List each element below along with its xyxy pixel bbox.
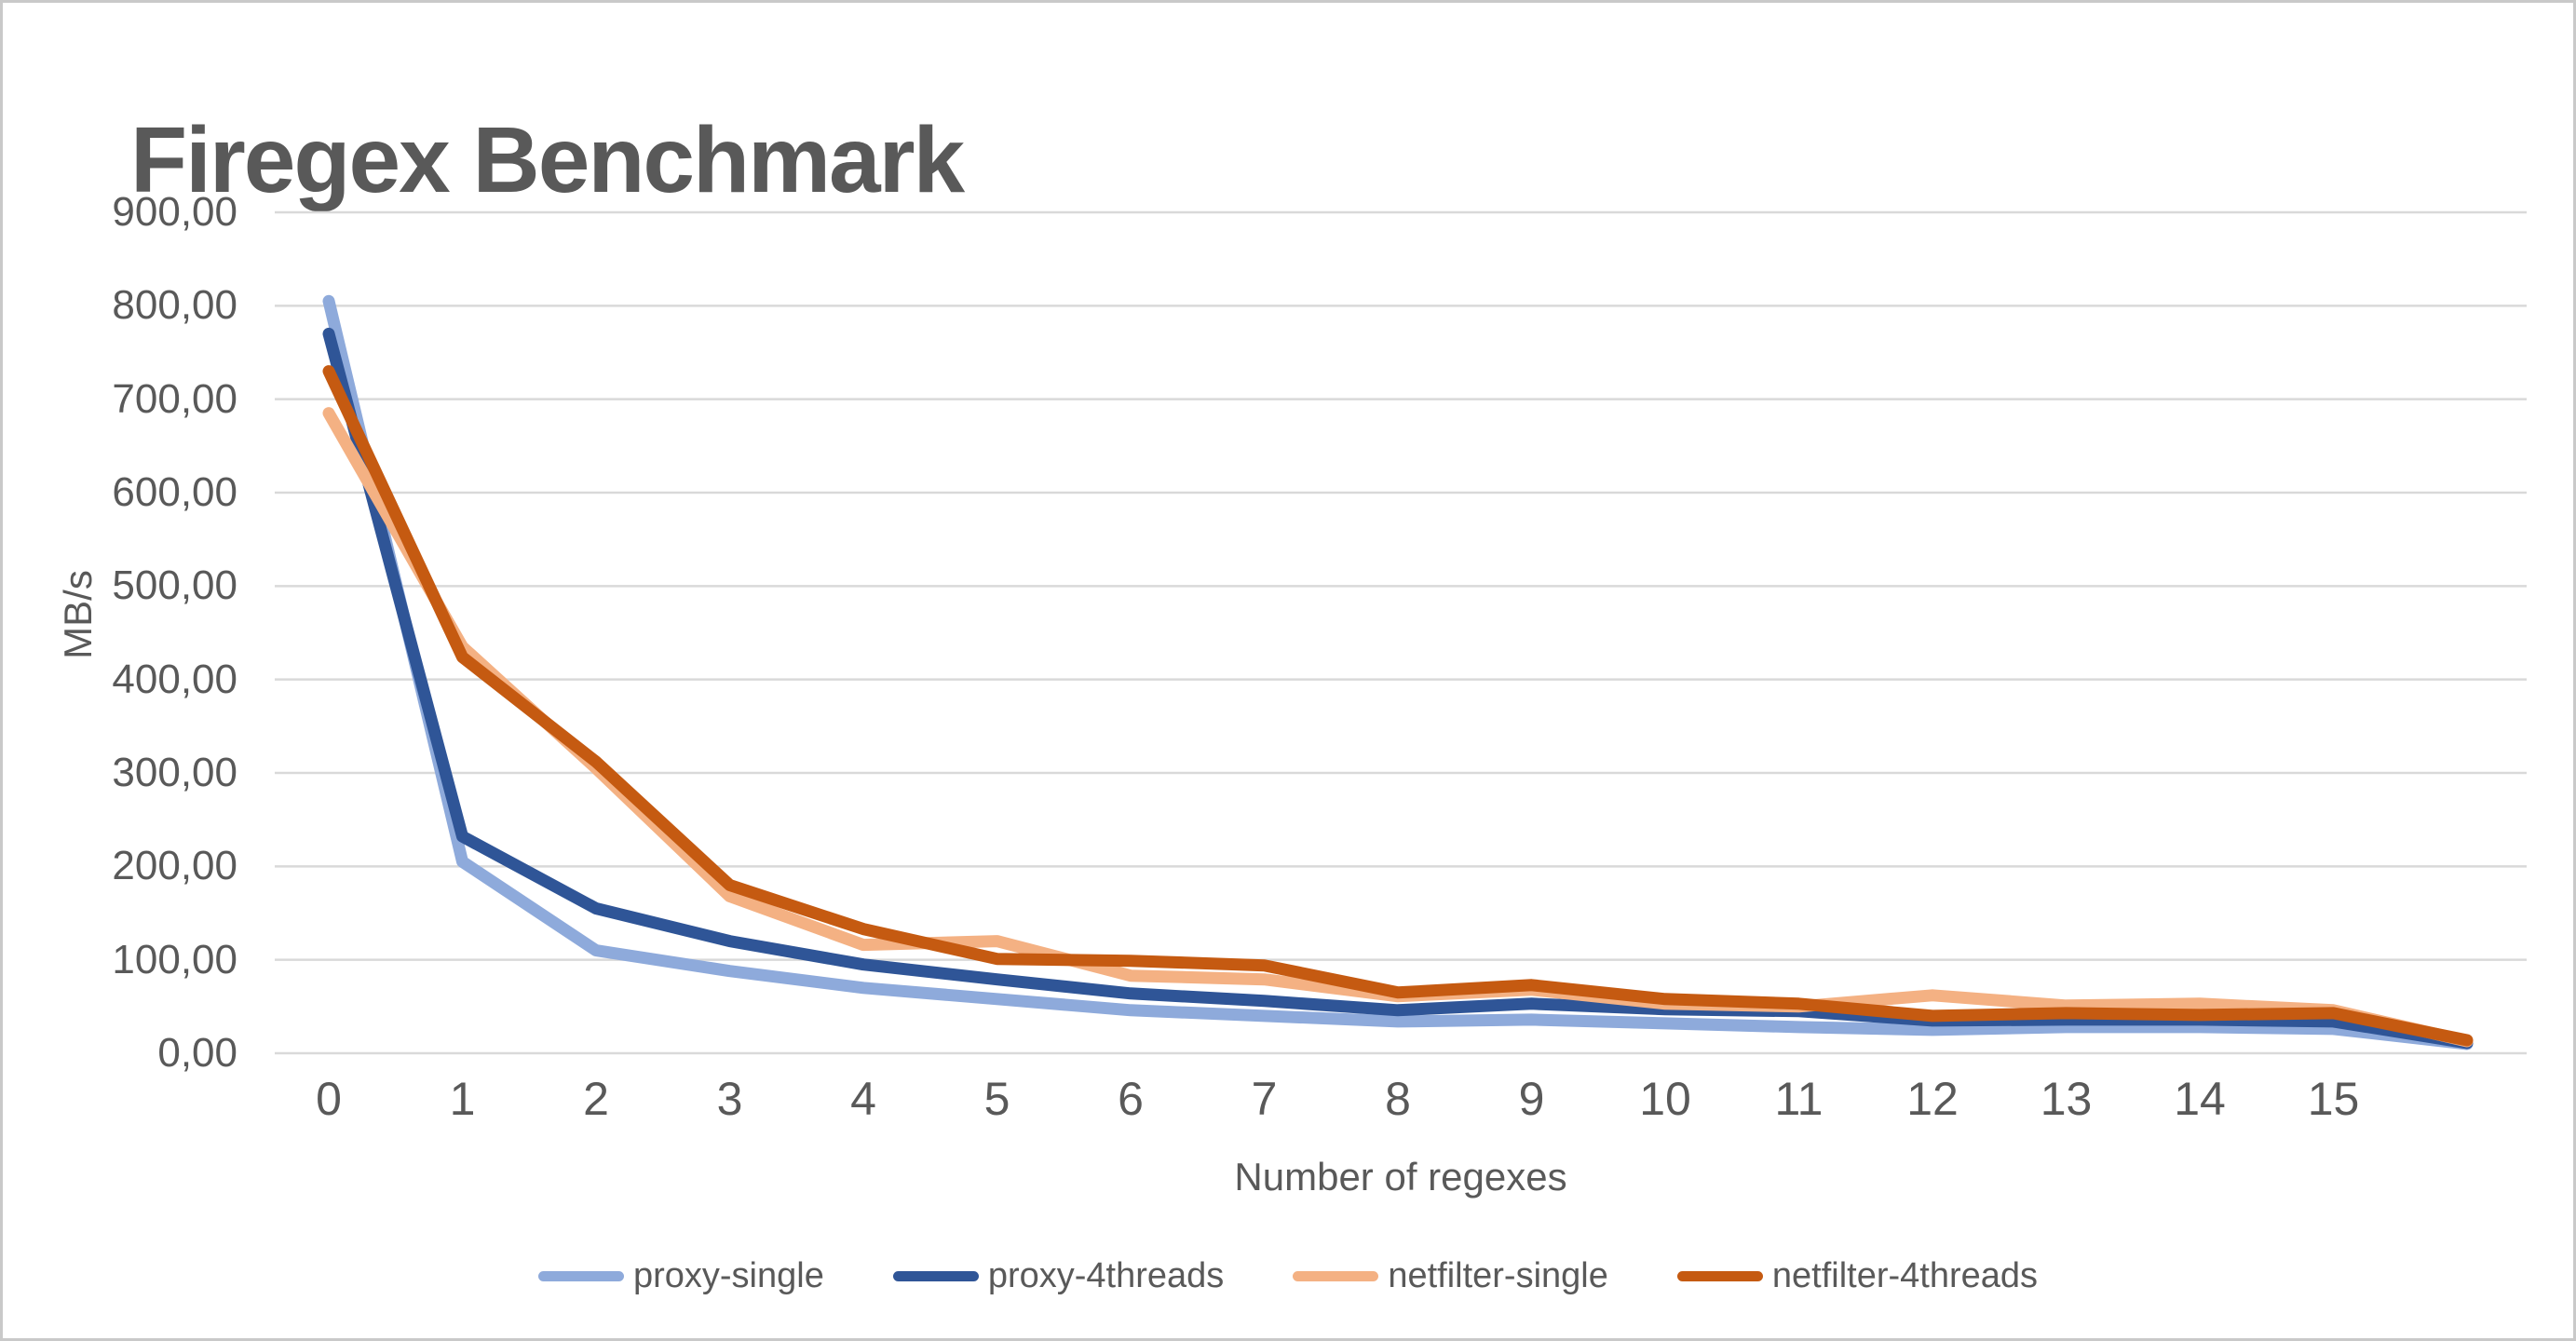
x-tick-label: 6 [1118, 1073, 1144, 1125]
y-axis-title: MB/s [56, 570, 100, 659]
x-axis-title: Number of regexes [1234, 1155, 1567, 1199]
series-line-proxy-4threads [322, 327, 2474, 1050]
x-tick-label: 11 [1774, 1073, 1824, 1125]
legend-item-netfilter-4threads: netfilter-4threads [1676, 1255, 2039, 1296]
x-tick-label: 1 [449, 1073, 476, 1125]
legend-label: netfilter-4threads [1771, 1256, 2039, 1295]
x-tick-label: 9 [1518, 1073, 1545, 1125]
x-tick-label: 4 [850, 1073, 876, 1125]
y-tick-label: 0,00 [157, 1030, 237, 1076]
x-tick-label: 0 [316, 1073, 342, 1125]
legend-item-proxy-4threads: proxy-4threads [892, 1255, 1225, 1296]
x-tick-label: 8 [1385, 1073, 1411, 1125]
legend-line-marker [537, 1270, 624, 1281]
y-tick-label: 700,00 [112, 375, 237, 422]
y-tick-label: 300,00 [112, 750, 237, 795]
legend-label: netfilter-single [1388, 1256, 1608, 1295]
x-tick-label: 13 [2040, 1073, 2093, 1125]
y-tick-label: 800,00 [112, 282, 237, 329]
y-tick-label: 200,00 [112, 843, 237, 889]
y-tick-label: 100,00 [112, 936, 237, 982]
x-tick-label: 10 [1639, 1073, 1691, 1125]
legend-label: proxy-single [632, 1256, 824, 1295]
legend-line-marker [1293, 1270, 1379, 1281]
y-tick-label: 900,00 [112, 189, 237, 235]
x-tick-label: 7 [1251, 1073, 1278, 1125]
legend-line-marker [892, 1270, 979, 1281]
x-tick-label: 14 [2174, 1073, 2226, 1125]
chart-legend: proxy-single proxy-4threads netfilter-sing… [0, 1255, 2576, 1296]
series-line-netfilter-4threads [322, 365, 2474, 1047]
legend-label: proxy-4threads [987, 1256, 1225, 1295]
y-tick-label: 400,00 [112, 656, 237, 702]
y-tick-label: 500,00 [112, 562, 237, 609]
x-tick-label: 15 [2307, 1073, 2360, 1125]
series-line-proxy-single [322, 294, 2474, 1050]
y-tick-label: 600,00 [112, 469, 237, 515]
x-tick-label: 2 [583, 1073, 609, 1125]
legend-item-netfilter-single: netfilter-single [1293, 1255, 1608, 1296]
x-tick-label: 5 [983, 1073, 1010, 1125]
chart-title: Firegex Benchmark [130, 108, 965, 212]
x-tick-label: 12 [1906, 1073, 1959, 1125]
x-tick-label: 3 [716, 1073, 743, 1125]
series-line-netfilter-single [322, 407, 2474, 1048]
legend-item-proxy-single: proxy-single [537, 1255, 824, 1296]
legend-line-marker [1676, 1270, 1763, 1281]
